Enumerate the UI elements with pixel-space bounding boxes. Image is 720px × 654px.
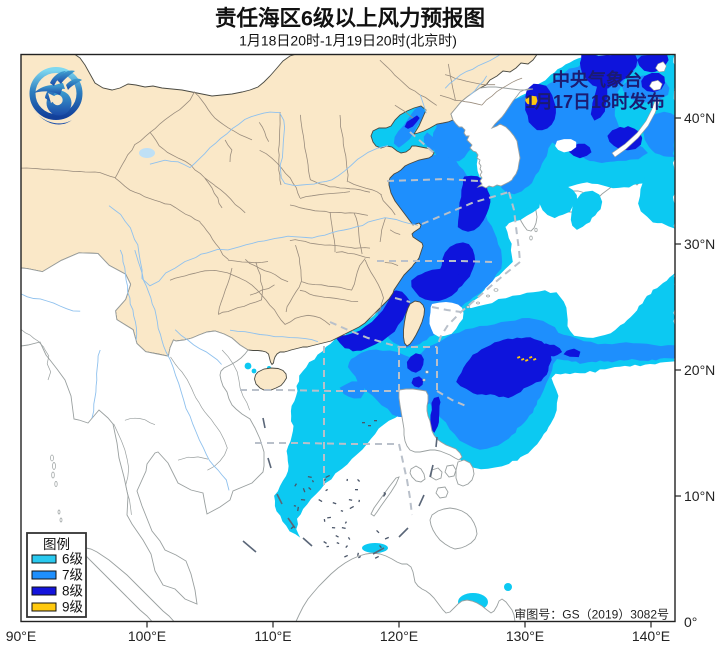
- svg-text:100°E: 100°E: [128, 628, 166, 644]
- svg-text:110°E: 110°E: [254, 628, 291, 644]
- svg-text:40°N: 40°N: [684, 110, 715, 126]
- svg-text:30°N: 30°N: [684, 236, 715, 252]
- svg-text:责任海区6级以上风力预报图: 责任海区6级以上风力预报图: [215, 6, 485, 31]
- svg-text:7级: 7级: [62, 568, 84, 583]
- svg-text:120°E: 120°E: [380, 628, 418, 644]
- svg-text:90°E: 90°E: [6, 628, 37, 644]
- svg-text:0°: 0°: [684, 614, 697, 630]
- svg-text:审图号：GS（2019）3082号: 审图号：GS（2019）3082号: [514, 607, 669, 622]
- svg-text:图例: 图例: [43, 537, 70, 552]
- svg-text:20°N: 20°N: [684, 362, 715, 378]
- svg-text:1月18日20时-1月19日20时(北京时): 1月18日20时-1月19日20时(北京时): [239, 33, 457, 49]
- svg-text:6级: 6级: [62, 552, 84, 567]
- svg-text:9级: 9级: [62, 600, 84, 615]
- svg-text:8级: 8级: [62, 584, 84, 599]
- svg-text:1月17日18时发布: 1月17日18时发布: [525, 91, 665, 112]
- svg-text:10°N: 10°N: [684, 488, 715, 504]
- svg-text:130°E: 130°E: [506, 628, 544, 644]
- svg-text:140°E: 140°E: [632, 628, 670, 644]
- svg-text:中央气象台: 中央气象台: [552, 69, 642, 90]
